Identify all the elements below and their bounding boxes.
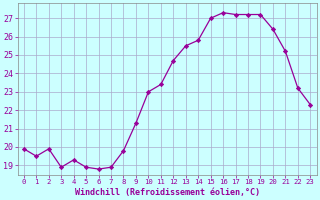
X-axis label: Windchill (Refroidissement éolien,°C): Windchill (Refroidissement éolien,°C) [75, 188, 260, 197]
